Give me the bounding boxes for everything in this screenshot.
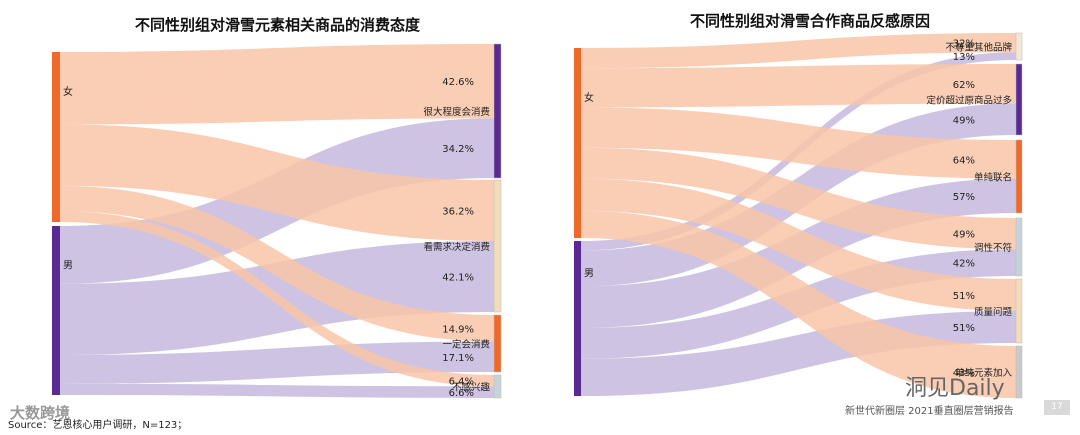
target-label: 一定会消费 xyxy=(442,339,490,351)
target-node-看需求决定消费 xyxy=(493,179,502,313)
report-name: 新世代新圈层 2021垂直圈层营销报告 xyxy=(845,406,1014,417)
target-node-调性不符 xyxy=(1015,217,1023,277)
percent-label: 49% xyxy=(953,230,975,241)
percent-label: 17.1% xyxy=(442,353,474,364)
sankey-charts: 42.6% 34.2% 36.2% 42.1% 14.9% 17.1% 6.4%6.6% 女男… xyxy=(52,32,1023,399)
target-node-不感兴趣 xyxy=(493,374,502,399)
target-label: 调性不符 xyxy=(974,242,1012,254)
source-node-女 xyxy=(574,48,581,238)
percent-label: 14.9% xyxy=(442,324,474,335)
source-node-男 xyxy=(574,241,581,396)
target-label: 质量问题 xyxy=(974,306,1013,318)
source-node-女 xyxy=(52,52,60,222)
percent-label: 57% xyxy=(953,192,975,203)
flow-0-女-看需求决定消费 xyxy=(60,124,494,242)
flow-1-女-定价超过原商品过多 xyxy=(581,64,1016,108)
flow-1-女-单纯联名 xyxy=(581,107,1016,179)
percent-label: 13% xyxy=(953,52,975,63)
percent-label: 6.6% xyxy=(449,388,474,399)
percent-label: 51% xyxy=(953,291,975,302)
percent-label: 34.2% xyxy=(442,144,474,155)
target-label: 看需求决定消费 xyxy=(423,241,490,253)
percent-label: 51% xyxy=(953,323,975,334)
target-label: 定价超过原商品过多 xyxy=(926,95,1012,107)
target-node-质量问题 xyxy=(1015,278,1023,344)
source-label: 女 xyxy=(63,85,73,98)
source-label: 男 xyxy=(63,260,73,272)
page-number: 17 xyxy=(1044,400,1070,415)
target-node-很大程度会消费 xyxy=(493,43,502,179)
flow-1-女-质量问题 xyxy=(581,178,1016,311)
watermark-left: 大数跨境 xyxy=(10,404,71,422)
source-node-男 xyxy=(52,226,60,395)
target-label: 单纯联名 xyxy=(974,172,1012,184)
source-label: 男 xyxy=(584,268,594,280)
percent-label: 36.2% xyxy=(442,207,474,218)
percent-label: 49% xyxy=(953,115,975,126)
percent-label: 43% xyxy=(953,368,975,379)
flow-1-女-不尊重其他品牌 xyxy=(581,33,1016,69)
percent-label: 6.4% xyxy=(449,377,474,388)
watermark-right: 洞见Daily xyxy=(905,376,1005,401)
percent-label: 62% xyxy=(953,80,975,91)
flow-0-女-不感兴趣 xyxy=(60,211,494,387)
percent-label: 42.6% xyxy=(442,77,474,88)
target-node-单纯联名 xyxy=(1015,139,1023,214)
target-label: 单纯元素加入 xyxy=(955,367,1013,379)
percent-label: 32% xyxy=(953,39,975,50)
percent-label: 42.1% xyxy=(442,273,474,284)
percent-label: 64% xyxy=(953,155,975,166)
source-note: Source：艺恩核心用户调研，N=123； xyxy=(8,420,188,431)
flow-0-男-不感兴趣 xyxy=(60,383,494,398)
left-chart-title: 不同性别组对滑雪元素相关商品的消费态度 xyxy=(135,16,421,34)
target-label: 很大程度会消费 xyxy=(423,106,490,118)
flow-1-女-调性不符 xyxy=(581,147,1016,250)
flow-0-女-一定会消费 xyxy=(60,185,494,342)
target-node-一定会消费 xyxy=(493,314,502,373)
flow-0-女-很大程度会消费 xyxy=(60,44,494,125)
target-node-单纯元素加入 xyxy=(1015,345,1023,399)
target-label: 不尊重其他品牌 xyxy=(945,42,1012,54)
target-label: 不感兴趣 xyxy=(452,382,491,394)
target-node-不尊重其他品牌 xyxy=(1015,32,1023,61)
target-node-定价超过原商品过多 xyxy=(1015,63,1023,136)
source-label: 女 xyxy=(584,91,594,104)
flow-0-男-一定会消费 xyxy=(60,341,494,384)
right-chart-title: 不同性别组对滑雪合作商品反感原因 xyxy=(690,12,931,30)
flow-1-女-单纯元素加入 xyxy=(581,210,1016,398)
percent-label: 42% xyxy=(953,259,975,270)
